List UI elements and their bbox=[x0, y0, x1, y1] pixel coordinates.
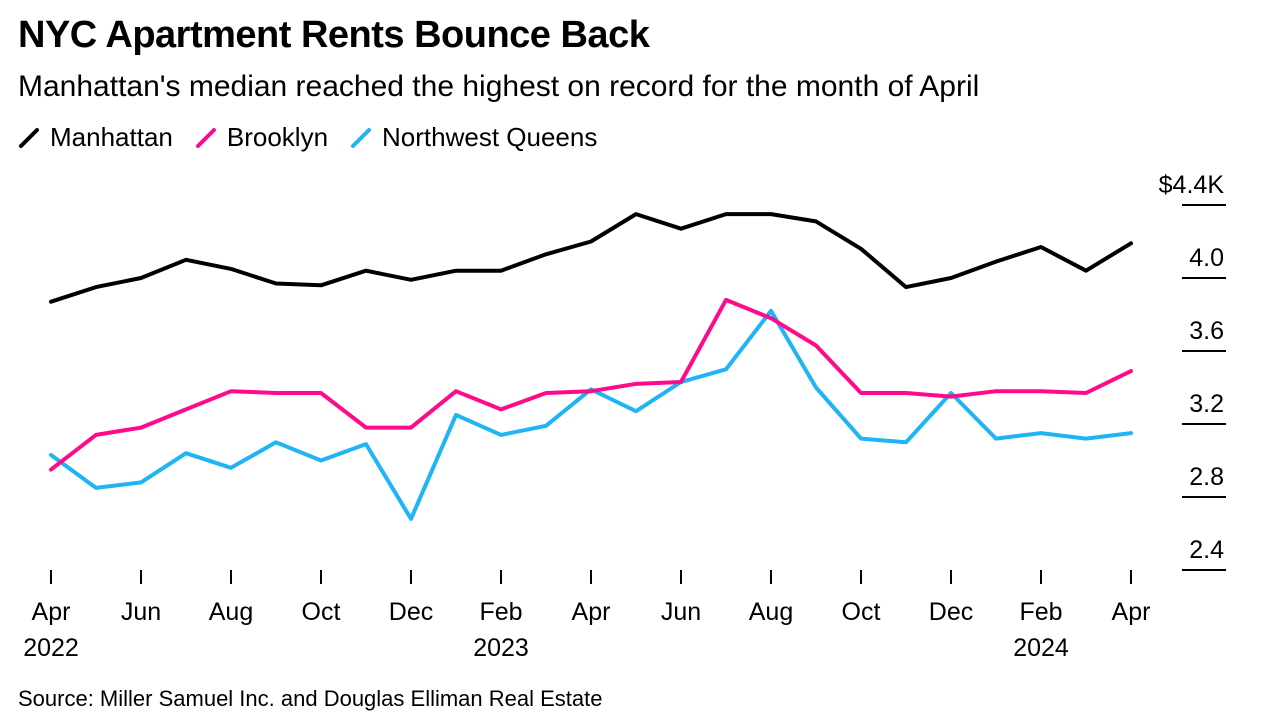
x-tick-label: Oct bbox=[302, 598, 341, 626]
y-tick-label: 4.0 bbox=[1189, 244, 1224, 272]
y-tick-label: 2.8 bbox=[1189, 463, 1224, 491]
legend-label-northwest-queens: Northwest Queens bbox=[382, 122, 598, 152]
source-note: Source: Miller Samuel Inc. and Douglas E… bbox=[18, 686, 603, 711]
legend-swatch-manhattan bbox=[19, 127, 39, 148]
x-tick-label: Aug bbox=[209, 598, 253, 626]
x-tick-label: Apr bbox=[32, 598, 71, 626]
x-tick-label: Apr bbox=[572, 598, 611, 626]
x-tick-label: Dec bbox=[929, 598, 973, 626]
legend-label-manhattan: Manhattan bbox=[50, 122, 173, 152]
x-tick-label: Dec bbox=[389, 598, 433, 626]
x-tick-label: Jun bbox=[661, 598, 701, 626]
x-axis: Apr 2022 Jun Aug Oct Dec Feb 2023 Apr Jun Aug Oct De… bbox=[23, 570, 1150, 662]
x-tick-label: Feb bbox=[1019, 598, 1062, 626]
x-tick-label: Aug bbox=[749, 598, 793, 626]
series-line-brooklyn bbox=[49, 297, 1133, 472]
series-line-northwest-queens bbox=[49, 308, 1133, 521]
y-tick-label: 2.4 bbox=[1189, 536, 1224, 564]
chart-subtitle: Manhattan's median reached the highest o… bbox=[18, 70, 980, 103]
y-tick-label: 3.6 bbox=[1189, 317, 1224, 345]
series-layer bbox=[49, 212, 1133, 521]
y-axis: 2.4 2.8 3.2 3.6 4.0 $4.4K bbox=[1159, 171, 1226, 571]
x-tick-label: Feb bbox=[479, 598, 522, 626]
legend: Manhattan Brooklyn Northwest Queens bbox=[18, 122, 619, 153]
chart-title: NYC Apartment Rents Bounce Back bbox=[18, 14, 650, 56]
legend-item-northwest-queens: Northwest Queens bbox=[350, 122, 597, 153]
legend-swatch-brooklyn bbox=[195, 127, 216, 148]
x-tick-label: Oct bbox=[842, 598, 881, 626]
x-tick-year-label: 2022 bbox=[23, 634, 79, 662]
x-tick-year-label: 2024 bbox=[1013, 634, 1069, 662]
legend-label-brooklyn: Brooklyn bbox=[226, 122, 329, 152]
legend-swatch-northwest-queens bbox=[351, 127, 372, 148]
series-line-manhattan bbox=[49, 212, 1133, 304]
x-tick-label: Apr bbox=[1112, 598, 1151, 626]
y-tick-label: 3.2 bbox=[1189, 390, 1224, 418]
legend-item-brooklyn: Brooklyn bbox=[195, 122, 328, 153]
legend-item-manhattan: Manhattan bbox=[18, 122, 173, 153]
y-tick-label: $4.4K bbox=[1159, 171, 1225, 199]
x-tick-label: Jun bbox=[121, 598, 161, 626]
x-tick-year-label: 2023 bbox=[473, 634, 529, 662]
